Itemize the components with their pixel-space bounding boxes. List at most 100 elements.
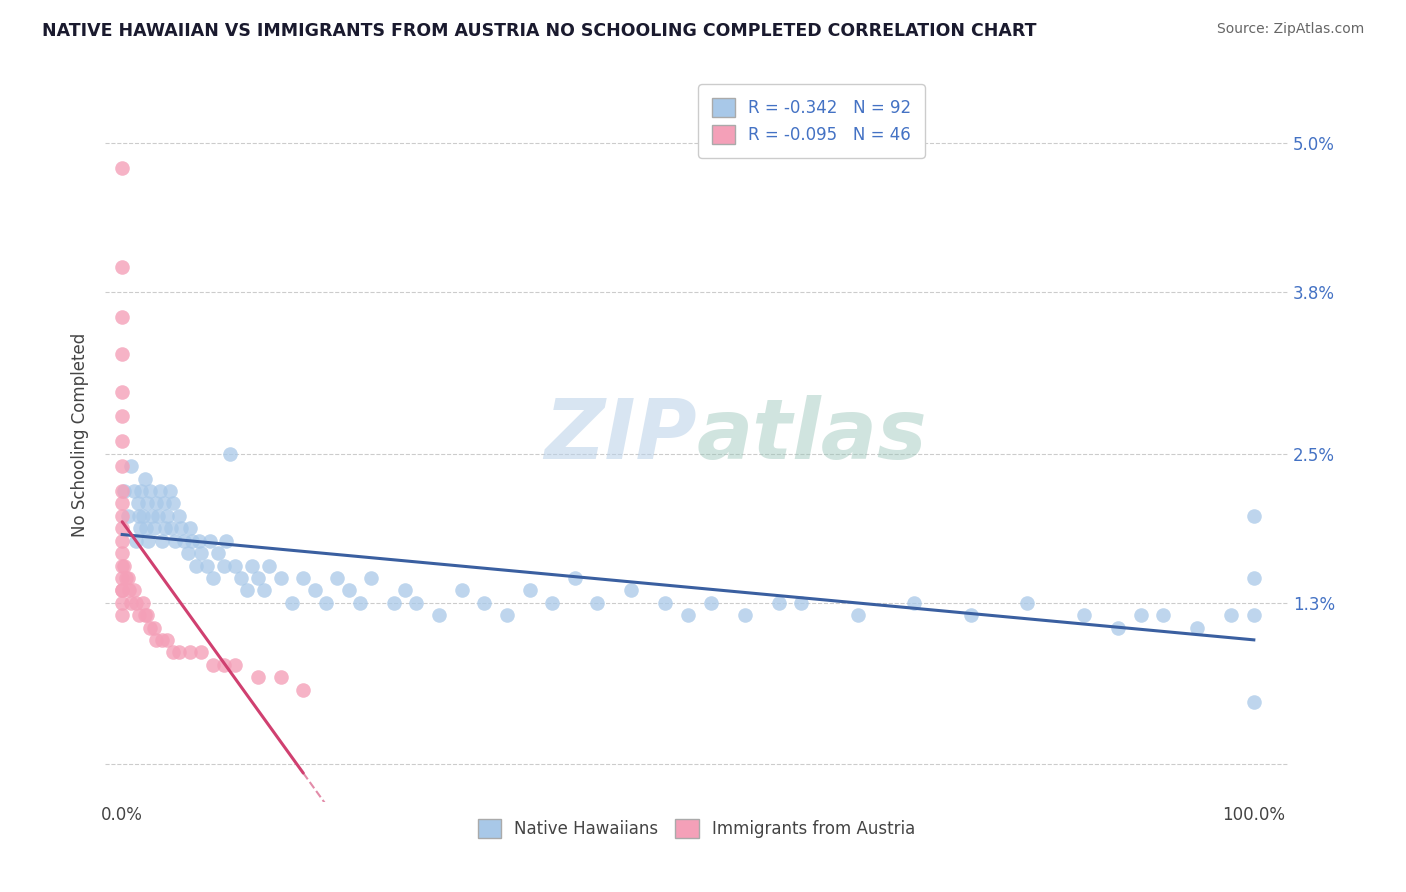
Point: [139, 483, 162, 498]
Point: [181, 533, 204, 548]
Point: [145, 496, 167, 510]
Point: [111, 434, 134, 449]
Point: [111, 546, 134, 560]
Point: [734, 608, 756, 623]
Text: atlas: atlas: [696, 394, 927, 475]
Point: [195, 558, 218, 573]
Text: NATIVE HAWAIIAN VS IMMIGRANTS FROM AUSTRIA NO SCHOOLING COMPLETED CORRELATION CH: NATIVE HAWAIIAN VS IMMIGRANTS FROM AUSTR…: [42, 22, 1036, 40]
Point: [846, 608, 869, 623]
Point: [114, 571, 136, 585]
Point: [790, 596, 813, 610]
Point: [111, 483, 134, 498]
Point: [125, 533, 148, 548]
Point: [1107, 621, 1129, 635]
Point: [160, 521, 183, 535]
Point: [190, 645, 212, 659]
Point: [246, 670, 269, 684]
Point: [167, 645, 190, 659]
Point: [141, 508, 163, 523]
Point: [111, 459, 134, 474]
Point: [111, 409, 134, 424]
Point: [150, 533, 173, 548]
Point: [253, 583, 276, 598]
Point: [117, 571, 139, 585]
Point: [768, 596, 790, 610]
Point: [620, 583, 643, 598]
Point: [184, 558, 207, 573]
Point: [235, 583, 257, 598]
Point: [201, 657, 224, 672]
Point: [541, 596, 564, 610]
Point: [1220, 608, 1243, 623]
Point: [349, 596, 371, 610]
Point: [128, 508, 150, 523]
Point: [150, 633, 173, 648]
Point: [1243, 608, 1265, 623]
Point: [165, 533, 187, 548]
Point: [1243, 695, 1265, 709]
Point: [142, 621, 165, 635]
Point: [167, 508, 190, 523]
Point: [136, 533, 159, 548]
Point: [564, 571, 586, 585]
Point: [111, 260, 134, 275]
Point: [153, 521, 176, 535]
Point: [131, 508, 153, 523]
Point: [281, 596, 304, 610]
Point: [292, 571, 315, 585]
Point: [654, 596, 676, 610]
Point: [134, 471, 156, 485]
Point: [903, 596, 925, 610]
Point: [173, 533, 195, 548]
Point: [111, 558, 134, 573]
Point: [159, 483, 181, 498]
Point: [496, 608, 519, 623]
Point: [111, 310, 134, 324]
Point: [136, 496, 159, 510]
Point: [142, 521, 165, 535]
Point: [111, 521, 134, 535]
Point: [111, 608, 134, 623]
Point: [179, 645, 201, 659]
Point: [337, 583, 360, 598]
Point: [111, 533, 134, 548]
Point: [1017, 596, 1039, 610]
Point: [162, 496, 184, 510]
Point: [427, 608, 450, 623]
Point: [1243, 571, 1265, 585]
Point: [156, 508, 179, 523]
Point: [111, 583, 134, 598]
Point: [519, 583, 541, 598]
Point: [134, 608, 156, 623]
Point: [201, 571, 224, 585]
Point: [118, 583, 141, 598]
Point: [190, 546, 212, 560]
Point: [472, 596, 495, 610]
Point: [111, 596, 134, 610]
Point: [120, 459, 142, 474]
Point: [114, 483, 136, 498]
Point: [148, 508, 170, 523]
Point: [326, 571, 349, 585]
Point: [111, 384, 134, 399]
Point: [179, 521, 201, 535]
Point: [125, 596, 148, 610]
Point: [676, 608, 699, 623]
Point: [270, 670, 292, 684]
Point: [148, 483, 170, 498]
Point: [170, 521, 193, 535]
Point: [153, 496, 176, 510]
Point: [120, 596, 142, 610]
Point: [162, 645, 184, 659]
Point: [292, 682, 315, 697]
Point: [139, 621, 162, 635]
Point: [960, 608, 983, 623]
Point: [136, 608, 159, 623]
Text: ZIP: ZIP: [544, 394, 696, 475]
Point: [111, 508, 134, 523]
Point: [131, 483, 153, 498]
Point: [360, 571, 382, 585]
Point: [111, 161, 134, 175]
Point: [405, 596, 427, 610]
Point: [229, 571, 252, 585]
